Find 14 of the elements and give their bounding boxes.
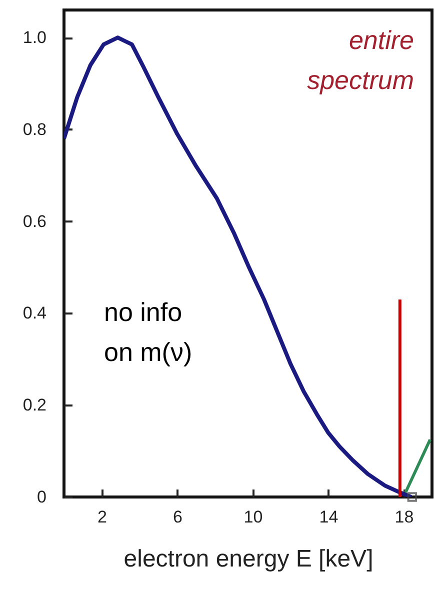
y-tick-label: 1.0 [22, 28, 46, 48]
y-tick-label: 0.6 [22, 212, 46, 231]
x-tick-label: 10 [244, 508, 263, 526]
y-tick-label: 0.2 [22, 396, 46, 415]
x-tick-label: 14 [319, 508, 338, 526]
annotation: entire spectrum [307, 25, 414, 95]
x-axis-title: electron energy E [keV] [124, 546, 374, 572]
x-tick-label: 2 [98, 508, 107, 526]
annotation: no info on m(ν) [104, 297, 192, 367]
y-tick-label: 0.8 [22, 120, 46, 139]
y-tick-label: 0 [37, 488, 46, 506]
x-tick-label: 18 [394, 508, 414, 526]
x-tick-label: 6 [172, 508, 182, 526]
y-tick-label: 0.4 [22, 304, 46, 323]
